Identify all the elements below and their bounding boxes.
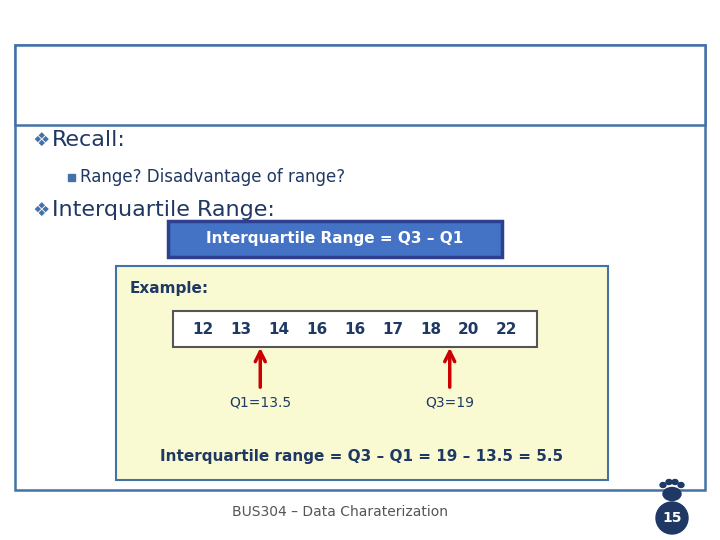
Text: 14: 14 (269, 321, 289, 336)
Ellipse shape (663, 488, 681, 501)
Text: Q1=13.5: Q1=13.5 (229, 395, 292, 409)
Text: 22: 22 (496, 321, 518, 336)
Text: Interquartile range = Q3 – Q1 = 19 – 13.5 = 5.5: Interquartile range = Q3 – Q1 = 19 – 13.… (161, 449, 564, 463)
FancyBboxPatch shape (168, 221, 502, 257)
Text: ❖: ❖ (32, 200, 50, 219)
Text: 16: 16 (344, 321, 366, 336)
Bar (68, 173, 75, 180)
FancyBboxPatch shape (116, 266, 608, 480)
Ellipse shape (678, 483, 684, 488)
Text: Interquartile Range = Q3 – Q1: Interquartile Range = Q3 – Q1 (207, 232, 464, 246)
Text: Q3=19: Q3=19 (426, 395, 474, 409)
Text: 16: 16 (307, 321, 328, 336)
FancyBboxPatch shape (15, 45, 705, 125)
Text: 18: 18 (420, 321, 441, 336)
Text: 15: 15 (662, 511, 682, 525)
Text: 20: 20 (458, 321, 480, 336)
Text: Range? Disadvantage of range?: Range? Disadvantage of range? (80, 168, 345, 186)
Text: ❖: ❖ (32, 131, 50, 150)
Text: Recall:: Recall: (52, 130, 126, 150)
Text: Interquartile Range:: Interquartile Range: (52, 200, 275, 220)
Circle shape (656, 502, 688, 534)
Text: 13: 13 (230, 321, 252, 336)
Ellipse shape (666, 480, 672, 484)
Text: BUS304 – Data Charaterization: BUS304 – Data Charaterization (232, 505, 448, 519)
Ellipse shape (672, 480, 678, 484)
FancyBboxPatch shape (15, 45, 705, 490)
FancyBboxPatch shape (173, 311, 537, 347)
Text: 12: 12 (193, 321, 214, 336)
Text: Example:: Example: (130, 280, 209, 295)
Text: 17: 17 (382, 321, 403, 336)
Ellipse shape (660, 483, 666, 488)
